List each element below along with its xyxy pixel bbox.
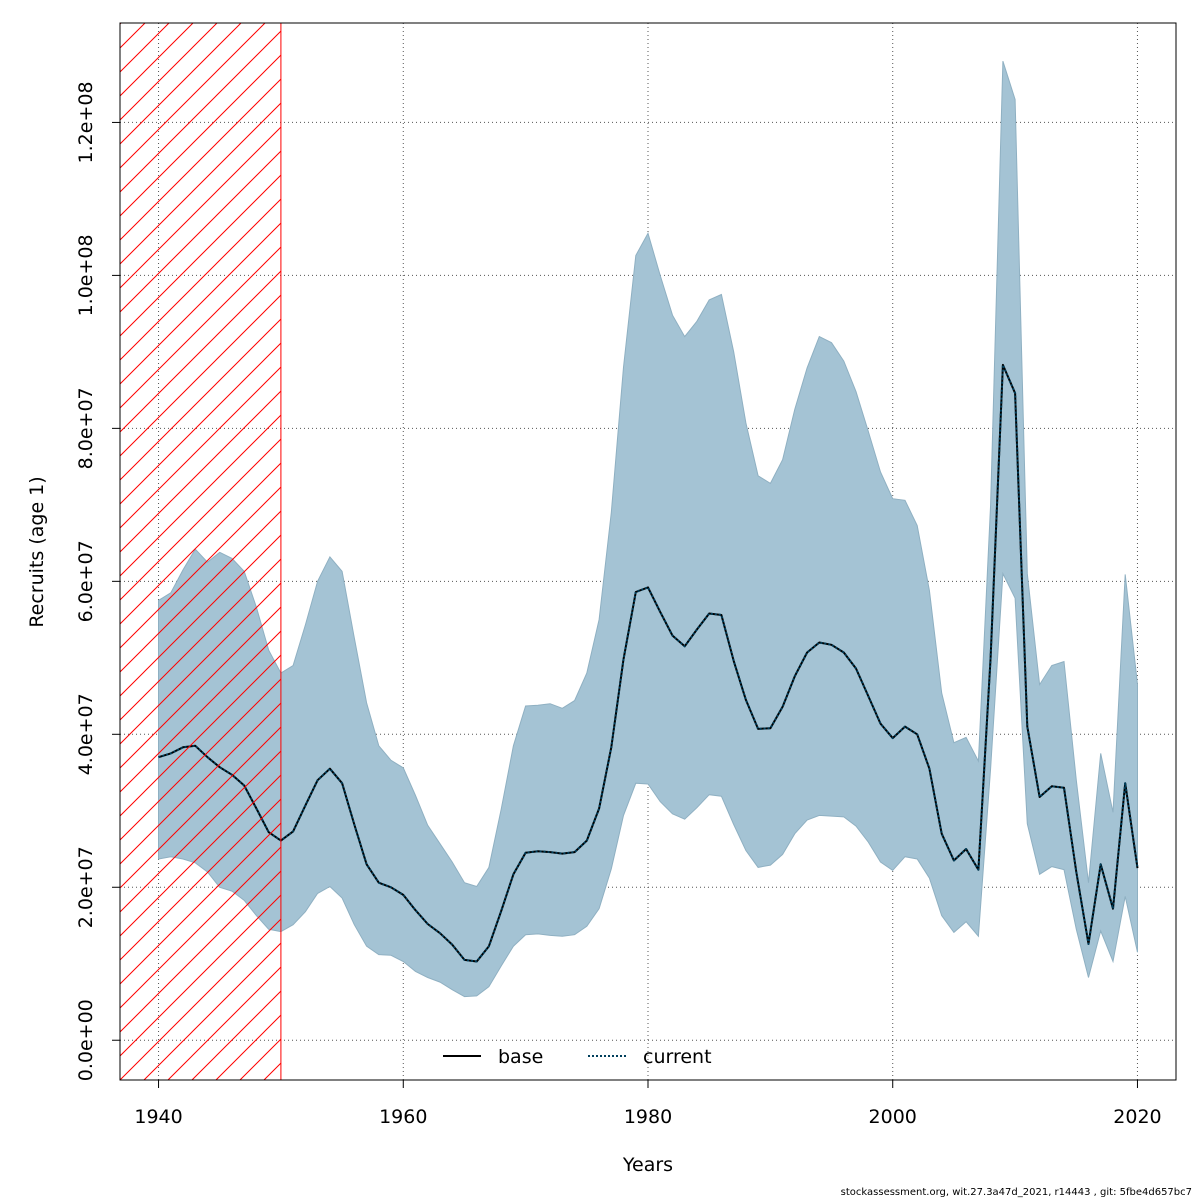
x-tick-label: 1980: [624, 1106, 672, 1128]
x-axis-label: Years: [622, 1154, 673, 1176]
y-axis-label: Recruits (age 1): [26, 476, 48, 627]
x-axis: 1940 1960 1980 2000 2020: [134, 1079, 1162, 1128]
legend: base current: [443, 1046, 712, 1068]
x-tick-label: 1960: [379, 1106, 427, 1128]
legend-base-label: base: [498, 1046, 543, 1068]
y-tick-label: 1.0e+08: [75, 234, 97, 316]
y-tick-label: 8.0e+07: [75, 387, 97, 469]
series-lines: [158, 363, 1139, 963]
y-tick-label: 1.2e+08: [75, 81, 97, 163]
y-axis: 0.0e+00 2.0e+07 4.0e+07 6.0e+07 8.0e+07 1.0e+…: [75, 81, 121, 1081]
x-tick-label: 1940: [134, 1106, 182, 1128]
footer-credit: stockassessment.org, wit.27.3a47d_2021, …: [840, 1187, 1192, 1198]
x-tick-label: 2020: [1113, 1106, 1161, 1128]
y-tick-label: 0.0e+00: [75, 999, 97, 1081]
series-line-current: [158, 363, 1139, 963]
confidence-band-area: [158, 61, 1138, 998]
y-tick-label: 4.0e+07: [75, 693, 97, 775]
x-tick-label: 2000: [869, 1106, 917, 1128]
confidence-band: [158, 61, 1138, 998]
y-tick-label: 2.0e+07: [75, 846, 97, 928]
hatched-region: [119, 22, 282, 1081]
legend-current-label: current: [643, 1046, 712, 1068]
y-tick-label: 6.0e+07: [75, 540, 97, 622]
